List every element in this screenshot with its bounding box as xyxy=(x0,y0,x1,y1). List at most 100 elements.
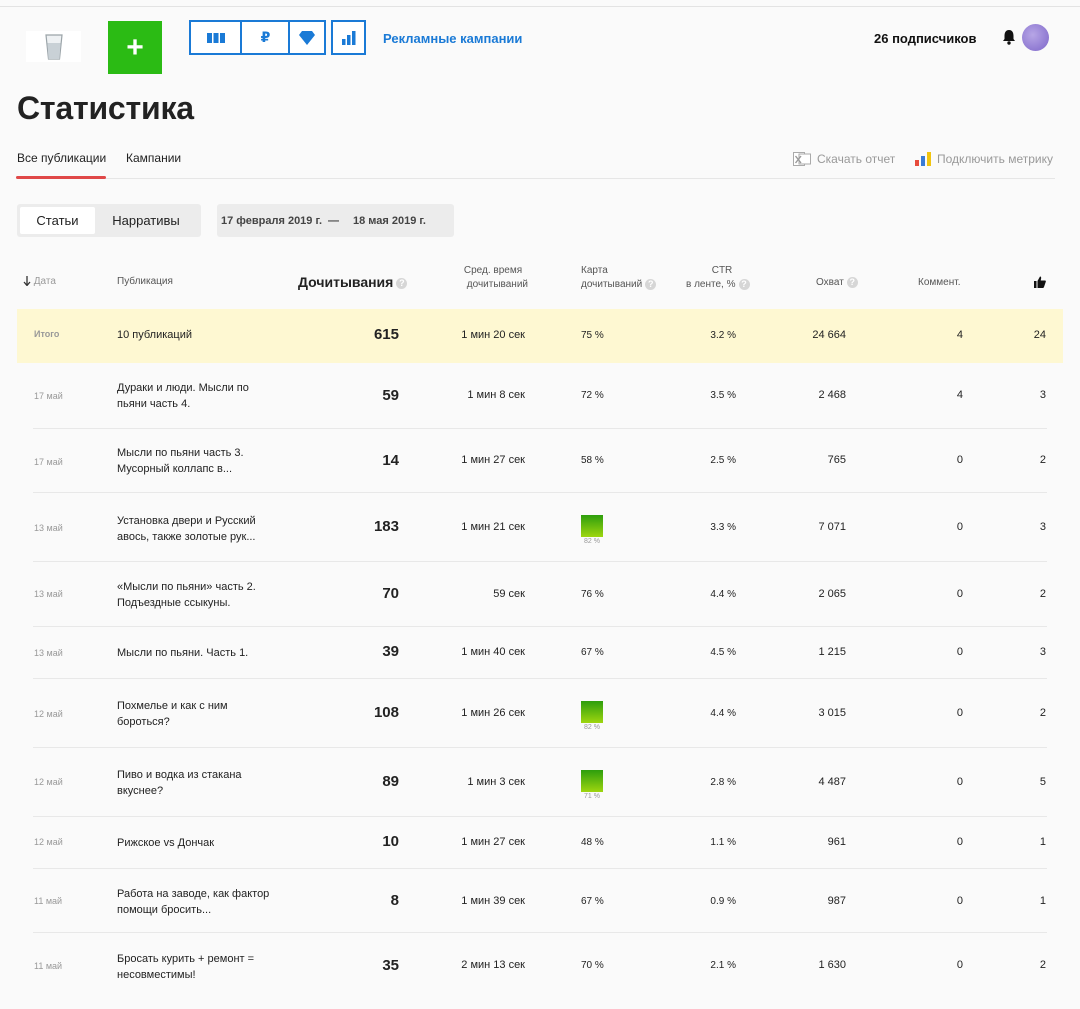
table-row[interactable]: 17 май Дураки и люди. Мысли по пьяни час… xyxy=(33,363,1047,429)
row-map: 58 % xyxy=(581,455,604,466)
read-map-bar xyxy=(581,515,603,537)
row-likes: 5 xyxy=(1039,776,1046,788)
row-time: 1 мин 26 сек xyxy=(461,707,525,719)
row-time: 1 мин 21 сек xyxy=(461,521,525,533)
row-time: 1 мин 8 сек xyxy=(467,389,525,401)
row-reach: 1 215 xyxy=(818,646,846,658)
row-time: 1 мин 40 сек xyxy=(461,646,525,658)
table-row[interactable]: 11 май Бросать курить + ремонт = несовме… xyxy=(33,933,1047,999)
row-title[interactable]: Бросать курить + ремонт = несовместимы! xyxy=(117,953,255,981)
bell-icon[interactable] xyxy=(1000,28,1018,46)
help-icon[interactable]: ? xyxy=(645,278,657,290)
help-icon[interactable]: ? xyxy=(396,277,408,289)
table-row[interactable]: 13 май «Мысли по пьяни» часть 2. Подъезд… xyxy=(33,562,1047,627)
row-comments: 0 xyxy=(956,959,963,971)
diamond-icon xyxy=(299,30,315,45)
column-read-map[interactable]: Карта дочитываний? xyxy=(581,264,657,292)
row-title[interactable]: Мысли по пьяни. Часть 1. xyxy=(117,647,249,659)
row-title[interactable]: Мысли по пьяни часть 3. Мусорный коллапс… xyxy=(117,447,244,475)
row-reach: 7 071 xyxy=(818,521,846,533)
tab-all-publications[interactable]: Все публикации xyxy=(17,151,107,165)
date-range-picker[interactable]: 17 февраля 2019 г. — 18 мая 2019 г. xyxy=(217,204,454,237)
total-likes: 24 xyxy=(1033,329,1046,341)
table-row[interactable]: 12 май Пиво и водка из стакана вкуснее? … xyxy=(33,748,1047,817)
ruble-icon: ₽ xyxy=(260,29,271,45)
row-map: 71 % xyxy=(584,793,600,800)
row-comments: 0 xyxy=(956,776,963,788)
row-reach: 2 065 xyxy=(818,588,846,600)
row-ctr: 0.9 % xyxy=(710,896,736,907)
row-title[interactable]: «Мысли по пьяни» часть 2. Подъездные ссы… xyxy=(117,581,256,609)
table-row[interactable]: 12 май Похмелье и как с ним бороться? 10… xyxy=(33,679,1047,748)
table-row[interactable]: 12 май Рижское vs Дончак 10 1 мин 27 сек… xyxy=(33,817,1047,869)
total-map: 75 % xyxy=(581,330,604,341)
top-divider xyxy=(0,6,1080,7)
table-row[interactable]: 11 май Работа на заводе, как фактор помо… xyxy=(33,869,1047,933)
row-map: 67 % xyxy=(581,896,604,907)
column-date-label: Дата xyxy=(33,276,56,287)
page-title: Статистика xyxy=(17,90,194,126)
help-icon[interactable]: ? xyxy=(846,276,858,288)
column-ctr[interactable]: CTR в ленте, %? xyxy=(686,264,754,292)
articles-option[interactable]: Статьи xyxy=(20,207,95,234)
column-avg-time[interactable]: Сред. время дочитываний xyxy=(458,264,528,292)
row-title[interactable]: Похмелье и как с ним бороться? xyxy=(117,700,228,728)
row-reach: 765 xyxy=(827,454,846,466)
row-map: 70 % xyxy=(581,960,604,971)
diamond-button[interactable] xyxy=(290,22,324,53)
content-type-switch: Статьи Нарративы xyxy=(17,204,201,237)
row-time: 2 мин 13 сек xyxy=(461,959,525,971)
table-row[interactable]: 13 май Мысли по пьяни. Часть 1. 39 1 мин… xyxy=(33,627,1047,679)
row-map: 72 % xyxy=(581,390,604,401)
ad-campaigns-link[interactable]: Рекламные кампании xyxy=(383,31,523,46)
add-publication-button[interactable]: + xyxy=(108,21,162,74)
row-date: 12 май xyxy=(34,777,63,787)
row-map: 82 % xyxy=(584,724,600,731)
row-title[interactable]: Пиво и водка из стакана вкуснее? xyxy=(117,769,242,797)
read-map-bar xyxy=(581,701,603,723)
tab-campaigns[interactable]: Кампании xyxy=(126,151,182,165)
row-date: 12 май xyxy=(34,837,63,847)
row-date: 13 май xyxy=(34,648,63,658)
help-icon[interactable]: ? xyxy=(738,278,750,290)
row-title[interactable]: Установка двери и Русский авось, также з… xyxy=(117,515,256,543)
row-reads: 14 xyxy=(382,452,399,469)
row-title[interactable]: Дураки и люди. Мысли по пьяни часть 4. xyxy=(117,382,249,410)
column-reach[interactable]: Охват? xyxy=(816,276,858,290)
column-date[interactable]: Дата xyxy=(23,275,56,289)
narratives-option[interactable]: Нарративы xyxy=(112,213,180,228)
row-comments: 0 xyxy=(956,521,963,533)
column-reads[interactable]: Дочитывания? xyxy=(298,273,408,291)
column-comments: Коммент. xyxy=(918,277,961,288)
table-row[interactable]: 17 май Мысли по пьяни часть 3. Мусорный … xyxy=(33,429,1047,493)
row-reads: 10 xyxy=(382,833,399,850)
row-ctr: 4.4 % xyxy=(710,589,736,600)
row-likes: 1 xyxy=(1039,836,1046,848)
column-read-map-line1: Карта xyxy=(581,265,608,276)
stats-tool xyxy=(331,20,366,55)
stats-button[interactable] xyxy=(333,22,364,53)
row-map: 82 % xyxy=(584,538,600,545)
row-title[interactable]: Рижское vs Дончак xyxy=(117,837,215,849)
row-reach: 987 xyxy=(827,895,846,907)
bars-tool-button[interactable] xyxy=(191,22,240,53)
table-row[interactable]: 13 май Установка двери и Русский авось, … xyxy=(33,493,1047,562)
column-reads-label: Дочитывания xyxy=(298,274,394,290)
read-map-bar xyxy=(581,770,603,792)
download-report-link[interactable]: Скачать отчет xyxy=(793,152,895,166)
row-map: 76 % xyxy=(581,589,604,600)
row-title[interactable]: Работа на заводе, как фактор помощи брос… xyxy=(117,888,270,916)
row-reads: 35 xyxy=(382,957,399,974)
row-ctr: 4.4 % xyxy=(710,708,736,719)
tabs-divider xyxy=(17,178,1055,179)
channel-logo[interactable] xyxy=(26,31,81,62)
connect-metrika-link[interactable]: Подключить метрику xyxy=(915,152,1053,166)
monetization-button[interactable]: ₽ xyxy=(240,22,289,53)
column-ctr-line1: CTR xyxy=(711,265,733,276)
row-reads: 183 xyxy=(373,518,399,535)
row-reach: 3 015 xyxy=(818,707,846,719)
avatar[interactable] xyxy=(1022,24,1049,51)
thumbs-up-icon xyxy=(1034,276,1046,288)
total-title: 10 публикаций xyxy=(117,329,193,341)
total-reads: 615 xyxy=(373,326,399,343)
